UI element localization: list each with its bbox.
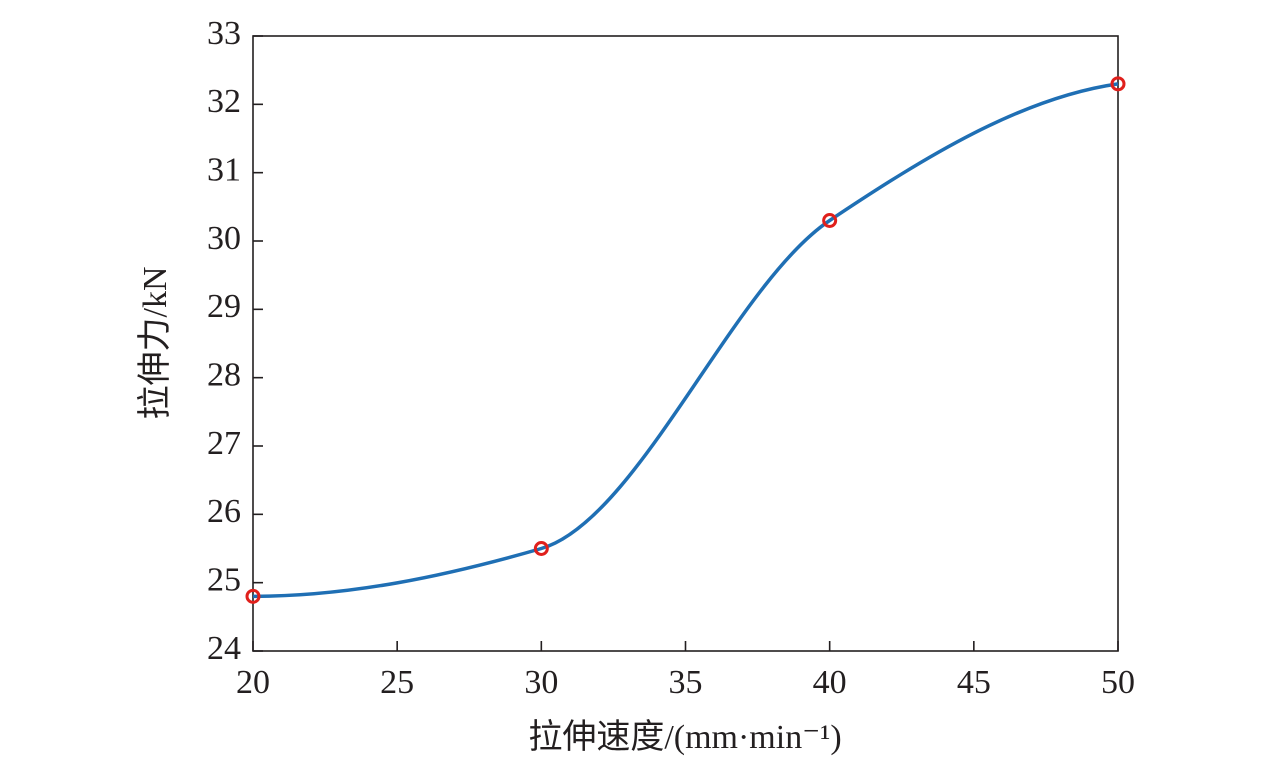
y-tick-label: 30 xyxy=(207,220,241,257)
plot-frame xyxy=(252,35,1119,652)
y-tick-label: 29 xyxy=(207,288,241,325)
x-tick-label: 35 xyxy=(669,664,703,701)
y-axis-label: 拉伸力/kN xyxy=(136,267,174,420)
x-tick-label: 40 xyxy=(813,664,847,701)
y-tick-label: 31 xyxy=(207,151,241,188)
y-tick-label: 27 xyxy=(207,425,241,462)
y-tick-label: 24 xyxy=(207,630,241,667)
x-axis-label: 拉伸速度/(mm·min⁻¹) xyxy=(528,718,841,756)
x-tick-label: 50 xyxy=(1101,664,1135,701)
x-tick-label: 30 xyxy=(524,664,558,701)
data-line xyxy=(252,82,1119,599)
y-tick-label: 26 xyxy=(207,493,241,530)
y-tick-label: 33 xyxy=(207,15,241,52)
data-marker xyxy=(245,588,261,604)
data-marker xyxy=(533,541,549,556)
x-tick-label: 25 xyxy=(380,664,414,701)
x-tick-label: 45 xyxy=(957,664,991,701)
y-tick-label: 28 xyxy=(207,356,241,393)
data-marker xyxy=(1110,76,1126,92)
y-tick-label: 25 xyxy=(207,561,241,598)
y-tick-label: 32 xyxy=(207,83,241,120)
data-marker xyxy=(822,213,838,228)
x-tick-label: 20 xyxy=(236,664,270,701)
